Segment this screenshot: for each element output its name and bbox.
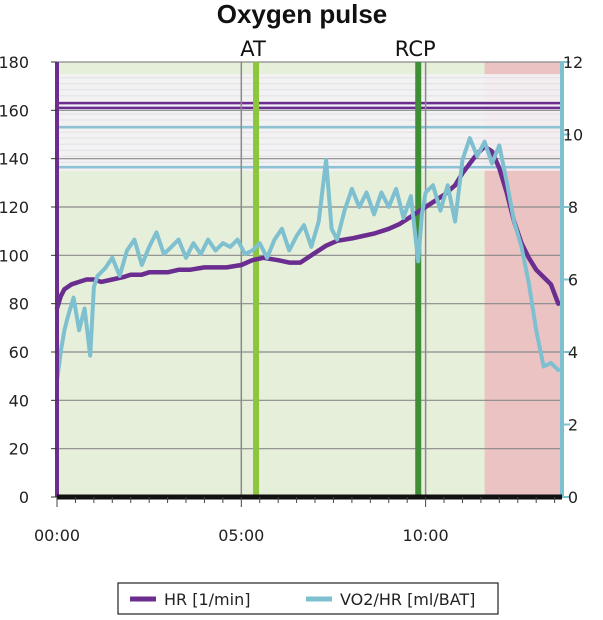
threshold-markers-layer: AT RCP	[240, 37, 436, 497]
marker-label-rcp: RCP	[395, 37, 436, 61]
axes-layer: 0 20 40 60 80 100 120 140 160 180 0 2 4 6 8 10 12 00:00 05…	[0, 53, 583, 545]
marker-label-at: AT	[240, 37, 266, 61]
y-left-tick-label: 40	[9, 391, 29, 410]
legend-label-vo2-hr: VO2/HR [ml/BAT]	[340, 590, 475, 609]
y-left-tick-label: 140	[0, 150, 29, 169]
chart-title: Oxygen pulse	[217, 0, 388, 29]
series-layer	[54, 136, 561, 383]
y-right-tick-label: 8	[568, 198, 578, 217]
y-left-tick-label: 0	[19, 488, 29, 507]
y-right-tick-label: 10	[563, 126, 583, 145]
y-right-tick-label: 2	[568, 416, 578, 435]
y-left-tick-label: 120	[0, 198, 29, 217]
y-right-tick-label: 0	[568, 488, 578, 507]
y-left-tick-label: 20	[9, 440, 29, 459]
y-right-tick-label: 6	[568, 271, 578, 290]
x-tick-label: 05:00	[218, 526, 264, 545]
x-tick-label: 10:00	[403, 526, 449, 545]
x-tick-label: 00:00	[34, 526, 80, 545]
series-line-vo2-hr	[55, 136, 561, 383]
legend: HR [1/min] VO2/HR [ml/BAT]	[117, 582, 499, 615]
y-left-tick-label: 60	[9, 343, 29, 362]
y-left-tick-label: 100	[0, 246, 29, 265]
legend-label-hr: HR [1/min]	[164, 590, 250, 609]
y-left-tick-label: 180	[0, 53, 29, 72]
y-left-tick-label: 160	[0, 101, 29, 120]
y-left-tick-label: 80	[9, 295, 29, 314]
y-right-tick-label: 4	[568, 343, 578, 362]
reference-bands-layer	[57, 74, 562, 171]
y-right-tick-label: 12	[563, 53, 583, 72]
